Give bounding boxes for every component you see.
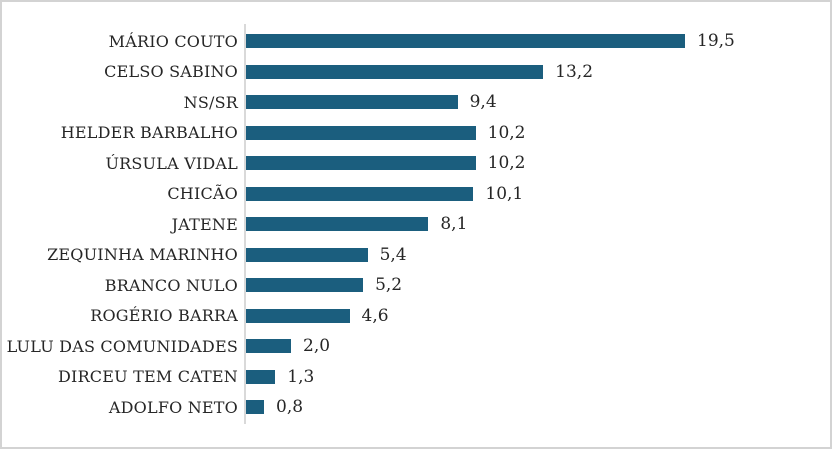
bar[interactable] <box>246 339 292 354</box>
plot-cell: 13,2 <box>246 57 593 88</box>
bar[interactable] <box>246 156 476 171</box>
category-label: HELDER BARBALHO <box>60 123 238 143</box>
value-label: 10,2 <box>487 122 526 143</box>
bar[interactable] <box>246 217 429 232</box>
value-label: 10,2 <box>487 153 526 174</box>
category-label: ROGÉRIO BARRA <box>90 306 238 326</box>
bar[interactable] <box>246 247 368 262</box>
value-label: 8,1 <box>440 214 468 235</box>
plot-cell: 9,4 <box>246 87 497 118</box>
plot-cell: 5,2 <box>246 270 402 301</box>
plot-cell: 2,0 <box>246 331 330 362</box>
value-label: 5,4 <box>379 244 407 265</box>
plot-cell: 8,1 <box>246 209 467 240</box>
bar-row: MÁRIO COUTO 19,5 <box>2 26 830 57</box>
category-label: LULU DAS COMUNIDADES <box>6 336 238 356</box>
category-axis-line <box>244 24 246 424</box>
bar[interactable] <box>246 308 350 323</box>
plot-cell: 0,8 <box>246 392 303 423</box>
plot-cell: 4,6 <box>246 301 389 332</box>
value-label: 10,1 <box>485 183 524 204</box>
value-label: 13,2 <box>555 61 594 82</box>
value-label: 0,8 <box>276 397 304 418</box>
bar-row: BRANCO NULO 5,2 <box>2 270 830 301</box>
plot-cell: 19,5 <box>246 26 735 57</box>
bar-row: ÚRSULA VIDAL 10,2 <box>2 148 830 179</box>
plot-cell: 10,2 <box>246 118 525 149</box>
category-label: JATENE <box>171 214 238 234</box>
plot-cell: 10,1 <box>246 179 523 210</box>
bar-row: ZEQUINHA MARINHO 5,4 <box>2 240 830 271</box>
bar[interactable] <box>246 400 264 415</box>
category-label: ADOLFO NETO <box>108 397 238 417</box>
value-label: 2,0 <box>303 336 331 357</box>
bar[interactable] <box>246 186 474 201</box>
plot-cell: 10,2 <box>246 148 525 179</box>
value-label: 4,6 <box>361 305 389 326</box>
category-label: CELSO SABINO <box>104 62 238 82</box>
bar[interactable] <box>246 34 685 49</box>
value-label: 1,3 <box>287 366 315 387</box>
value-label: 9,4 <box>469 92 497 113</box>
plot-cell: 5,4 <box>246 240 407 271</box>
chart-rows: MÁRIO COUTO 19,5 CELSO SABINO 13,2 NS/SR… <box>2 26 830 423</box>
bar-row: CHICÃO 10,1 <box>2 179 830 210</box>
bar[interactable] <box>246 125 476 140</box>
bar-row: ROGÉRIO BARRA 4,6 <box>2 301 830 332</box>
category-label: MÁRIO COUTO <box>108 31 238 51</box>
value-label: 19,5 <box>697 31 735 52</box>
category-label: NS/SR <box>183 92 238 112</box>
bar[interactable] <box>246 278 364 293</box>
bar[interactable] <box>246 369 276 384</box>
category-label: DIRCEU TEM CATEN <box>58 367 238 387</box>
category-label: ZEQUINHA MARINHO <box>47 245 238 265</box>
bar[interactable] <box>246 95 458 110</box>
bar-row: LULU DAS COMUNIDADES 2,0 <box>2 331 830 362</box>
category-label: BRANCO NULO <box>104 275 238 295</box>
bar-row: CELSO SABINO 13,2 <box>2 57 830 88</box>
bar-row: HELDER BARBALHO 10,2 <box>2 118 830 149</box>
bar[interactable] <box>246 64 544 79</box>
plot-cell: 1,3 <box>246 362 314 393</box>
category-label: ÚRSULA VIDAL <box>105 153 238 173</box>
bar-row: DIRCEU TEM CATEN 1,3 <box>2 362 830 393</box>
category-label: CHICÃO <box>167 184 238 204</box>
bar-row: JATENE 8,1 <box>2 209 830 240</box>
value-label: 5,2 <box>375 275 403 296</box>
bar-row: ADOLFO NETO 0,8 <box>2 392 830 423</box>
bar-row: NS/SR 9,4 <box>2 87 830 118</box>
